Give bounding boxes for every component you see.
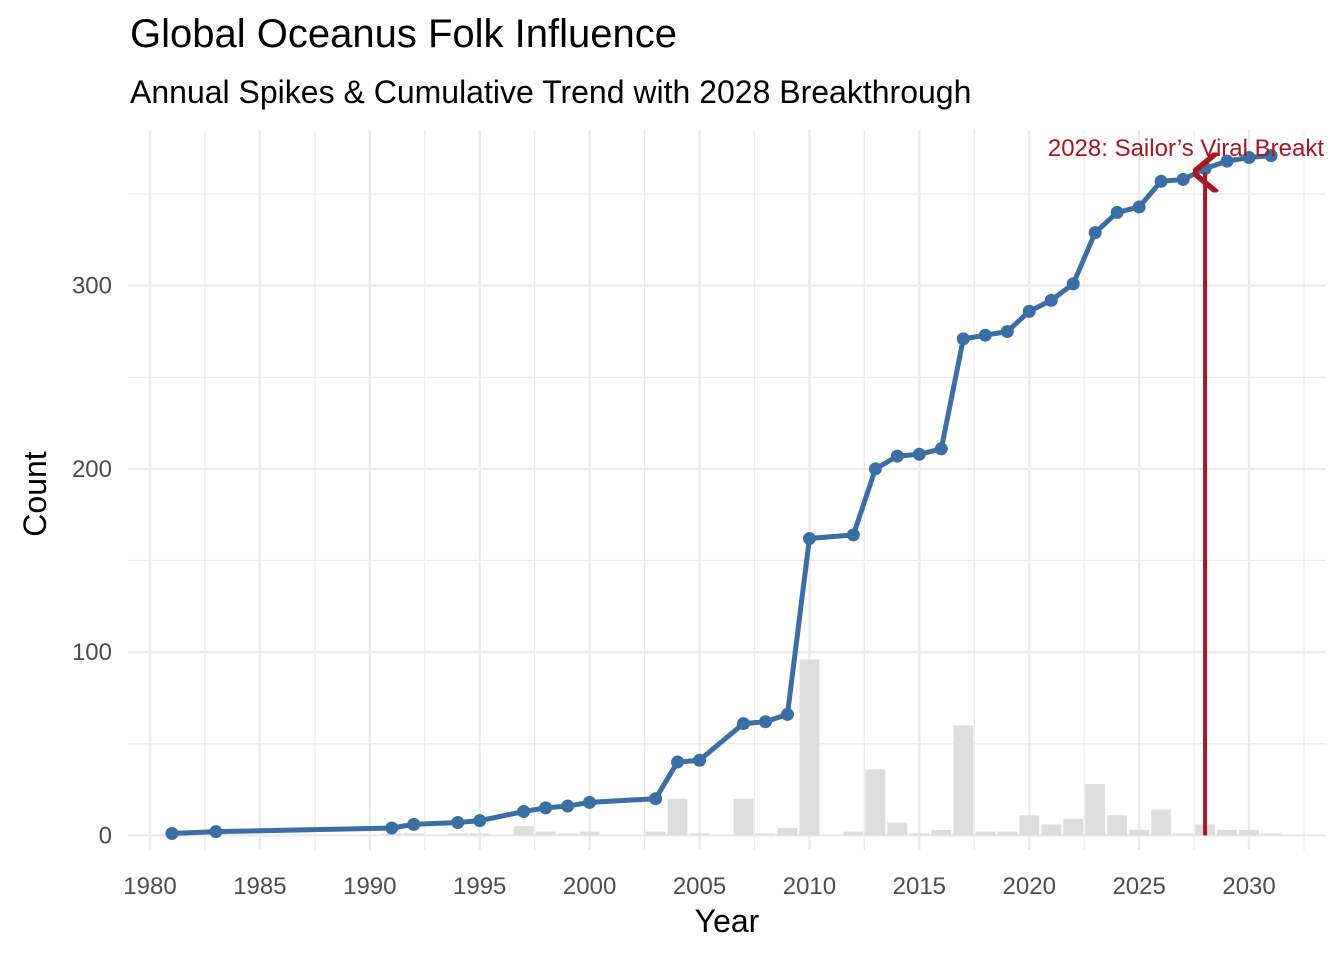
data-point <box>868 462 882 476</box>
bar <box>667 798 688 836</box>
y-tick-label: 100 <box>72 639 112 666</box>
data-point <box>517 805 531 819</box>
data-point <box>539 801 553 815</box>
data-point <box>846 528 860 542</box>
bar <box>733 798 754 836</box>
data-point <box>1154 174 1168 188</box>
annual-bars <box>162 659 1281 836</box>
x-tick-label: 1980 <box>123 873 176 900</box>
cumulative-line <box>165 149 1278 841</box>
bar <box>689 833 710 836</box>
grid <box>128 130 1326 850</box>
data-point <box>1110 205 1124 219</box>
data-point <box>561 799 575 813</box>
bar <box>557 833 578 836</box>
data-point <box>802 532 816 546</box>
bar <box>931 829 952 836</box>
data-point <box>736 717 750 731</box>
bar <box>403 833 424 836</box>
data-point <box>1242 150 1256 164</box>
bar <box>1217 829 1237 836</box>
data-point <box>1000 325 1014 339</box>
bar <box>1063 818 1084 836</box>
data-point <box>1044 293 1058 307</box>
bar <box>535 831 556 836</box>
data-point <box>1088 226 1102 240</box>
data-point <box>956 332 970 346</box>
x-tick-label: 1995 <box>453 873 506 900</box>
x-tick-label: 2015 <box>893 873 946 900</box>
data-point <box>649 792 663 806</box>
axes: 1980 1985 1990 1995 2000 2005 2010 2015 2020 2025… <box>72 273 1276 900</box>
x-tick-label: 2005 <box>673 873 726 900</box>
x-tick-label: 2030 <box>1222 873 1275 900</box>
bar <box>447 833 468 836</box>
x-tick-label: 2020 <box>1003 873 1056 900</box>
bar <box>1261 833 1281 836</box>
bar <box>799 659 820 836</box>
bar <box>1173 833 1194 836</box>
bar <box>1239 829 1259 836</box>
bar <box>579 831 600 836</box>
data-point <box>1022 304 1036 318</box>
annotation-text: 2028: Sailor’s Viral Breakt <box>1048 135 1324 162</box>
bar <box>1107 815 1128 836</box>
y-tick-label: 200 <box>72 456 112 483</box>
bar <box>1019 815 1040 836</box>
data-point <box>407 817 421 831</box>
data-point <box>693 753 707 767</box>
data-point <box>1220 154 1234 168</box>
chart-subtitle: Annual Spikes & Cumulative Trend with 20… <box>130 74 972 110</box>
data-point <box>385 821 399 835</box>
data-point <box>1176 172 1190 186</box>
x-tick-label: 2000 <box>563 873 616 900</box>
x-axis-title: Year <box>695 903 760 939</box>
data-point <box>1132 200 1146 214</box>
data-point <box>758 715 772 729</box>
annotation-layer: 2028: Sailor’s Viral Breakt <box>1048 135 1324 836</box>
bar <box>1151 809 1172 836</box>
y-axis-title: Count <box>17 451 53 537</box>
bar <box>865 769 886 836</box>
data-point <box>583 795 597 809</box>
data-point <box>1264 149 1278 163</box>
bar <box>909 833 930 836</box>
bar <box>645 831 666 836</box>
bar <box>469 833 490 836</box>
data-point <box>473 814 487 828</box>
data-point <box>451 816 465 830</box>
data-point <box>671 755 685 769</box>
bar <box>777 828 798 836</box>
data-point <box>780 707 794 721</box>
bar <box>843 831 864 836</box>
bar <box>1129 829 1150 836</box>
x-tick-label: 1990 <box>343 873 396 900</box>
bar <box>513 826 534 836</box>
x-tick-label: 1985 <box>233 873 286 900</box>
series-line <box>169 153 1274 837</box>
bar <box>953 725 974 836</box>
data-point <box>934 442 948 456</box>
data-point <box>890 449 904 463</box>
bar <box>887 822 908 836</box>
bar <box>975 831 996 836</box>
data-point <box>209 825 223 839</box>
bar <box>1085 784 1106 836</box>
x-tick-label: 2010 <box>783 873 836 900</box>
bar <box>755 833 776 836</box>
y-tick-label: 300 <box>72 273 112 300</box>
data-point <box>978 328 992 342</box>
data-point <box>1066 277 1080 291</box>
bar <box>997 831 1018 836</box>
chart-title: Global Oceanus Folk Influence <box>130 12 677 56</box>
bar <box>1041 824 1062 836</box>
x-tick-label: 2025 <box>1112 873 1165 900</box>
y-tick-label: 0 <box>99 822 112 849</box>
data-point <box>165 827 179 841</box>
data-point <box>912 447 926 461</box>
